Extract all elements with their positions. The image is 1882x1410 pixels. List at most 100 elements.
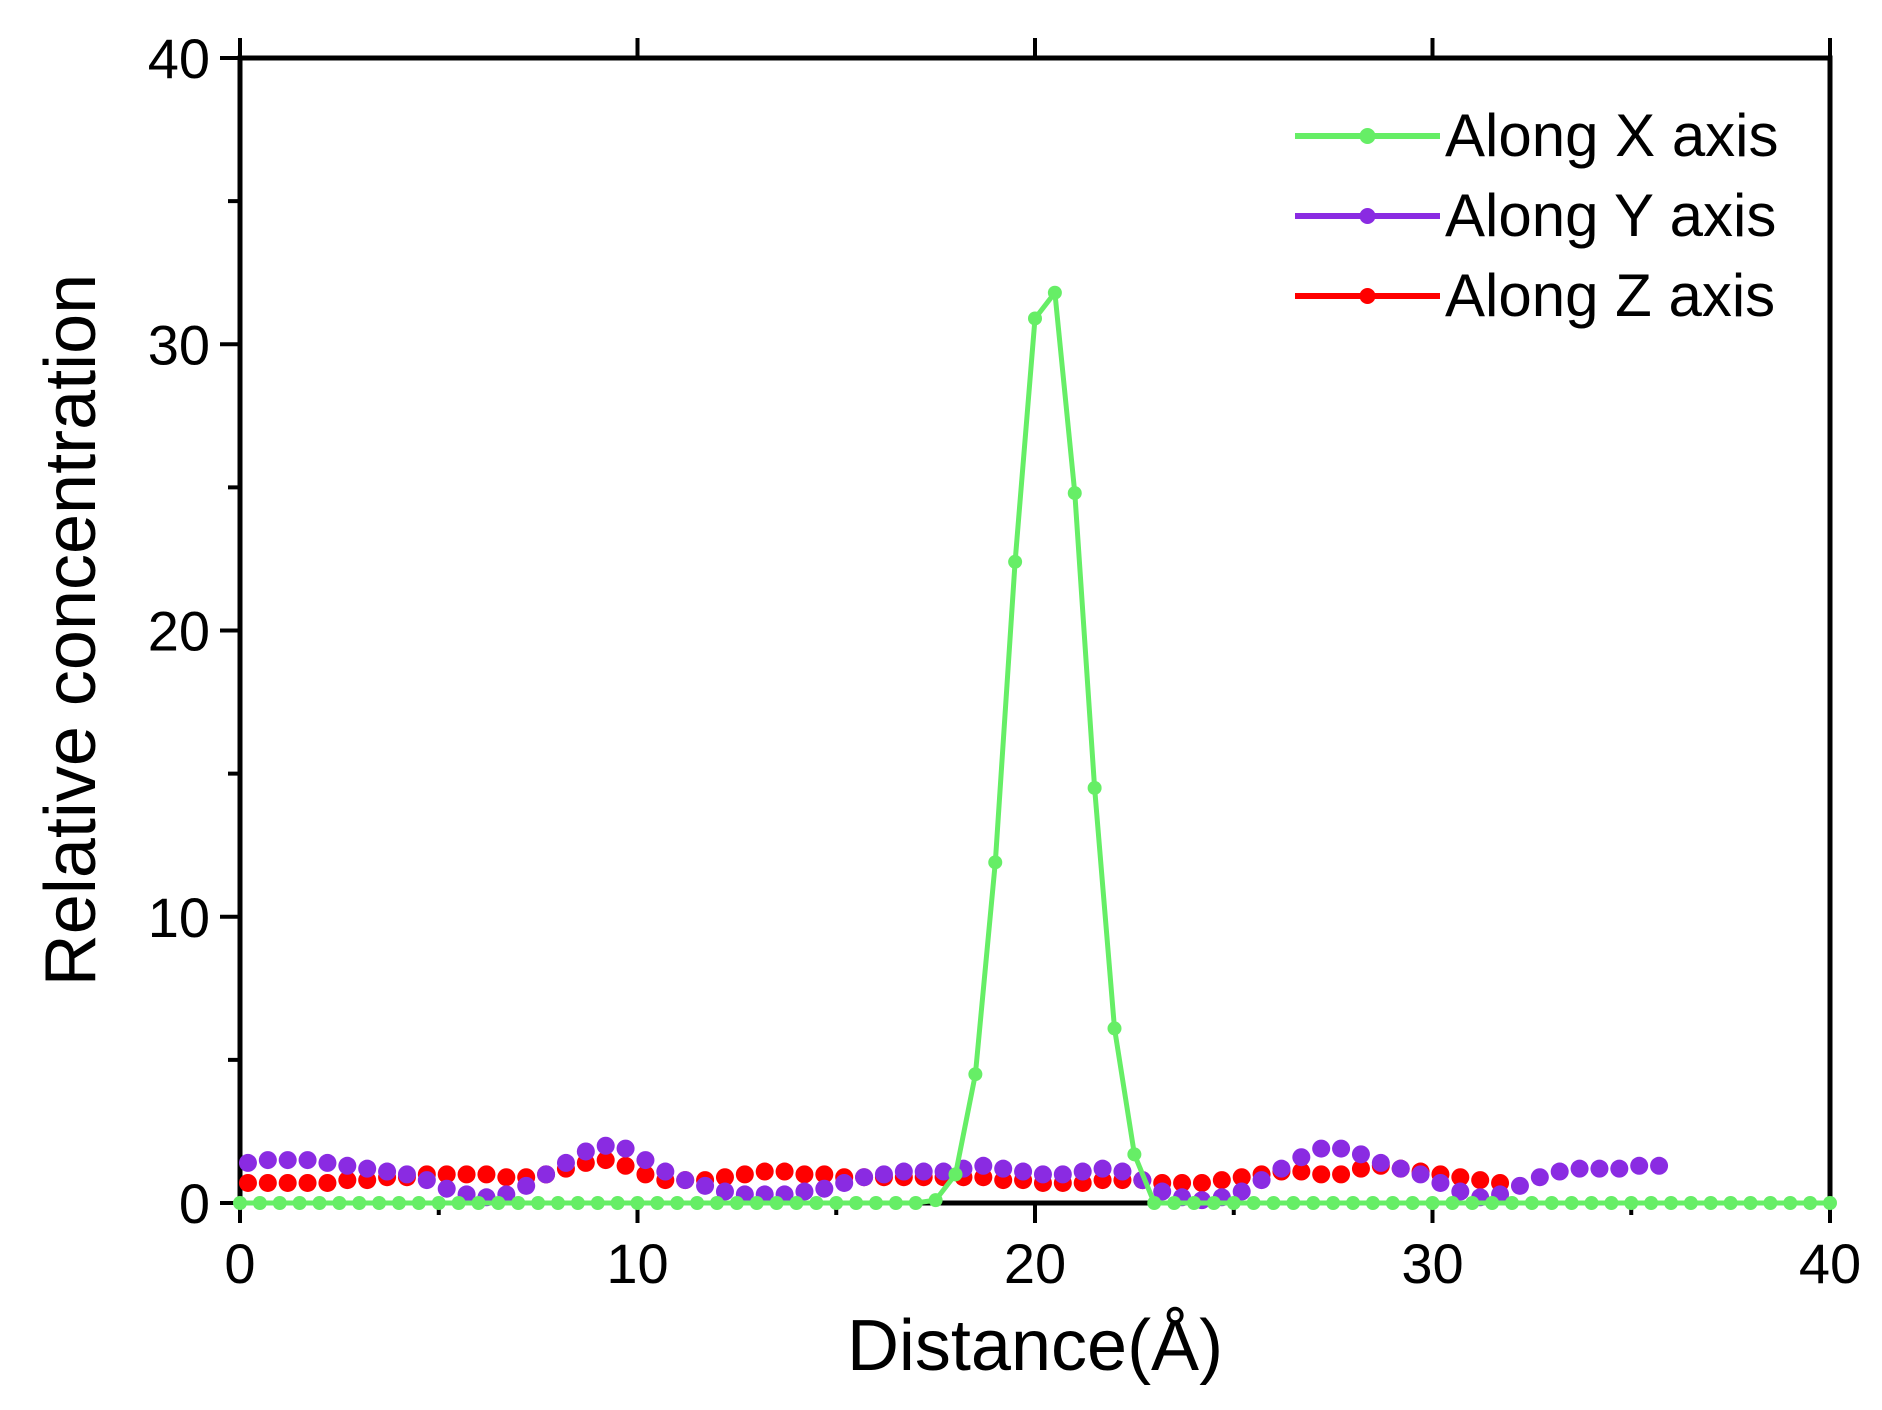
- data-point: [1431, 1173, 1450, 1192]
- data-point: [1232, 1168, 1251, 1187]
- x-tick-label: 0: [224, 1232, 255, 1295]
- data-point: [1624, 1196, 1639, 1210]
- data-point: [1093, 1159, 1112, 1178]
- data-point: [1471, 1171, 1490, 1190]
- data-point: [1312, 1139, 1331, 1158]
- data-point: [1173, 1173, 1192, 1192]
- data-point: [278, 1151, 297, 1170]
- x-tick-label: 20: [1004, 1232, 1066, 1295]
- data-point: [1505, 1196, 1519, 1210]
- data-point: [636, 1151, 655, 1170]
- data-point: [338, 1171, 357, 1190]
- data-point: [352, 1196, 367, 1210]
- data-point: [795, 1165, 814, 1184]
- data-point: [1246, 1196, 1261, 1210]
- data-point: [477, 1165, 496, 1184]
- data-point: [1212, 1171, 1231, 1190]
- data-point: [636, 1165, 655, 1184]
- data-point: [1232, 1182, 1251, 1201]
- data-point: [1033, 1165, 1052, 1184]
- data-point: [471, 1196, 486, 1210]
- legend-item: Along X axis: [1295, 102, 1779, 169]
- data-point: [1564, 1196, 1579, 1210]
- data-point: [1192, 1173, 1211, 1192]
- data-point: [968, 1067, 983, 1082]
- data-point: [1630, 1156, 1649, 1175]
- data-point: [1365, 1196, 1380, 1210]
- data-point: [829, 1196, 844, 1210]
- data-point: [551, 1196, 565, 1210]
- data-point: [1153, 1182, 1172, 1201]
- data-point: [934, 1162, 953, 1181]
- legend-marker: [1359, 208, 1376, 224]
- legend-item: Along Y axis: [1295, 182, 1776, 249]
- data-point: [1405, 1196, 1420, 1210]
- data-point: [411, 1196, 426, 1210]
- data-point: [735, 1165, 754, 1184]
- data-point: [1292, 1148, 1311, 1167]
- data-point: [312, 1196, 327, 1210]
- data-point: [795, 1182, 814, 1201]
- data-point: [1206, 1196, 1221, 1210]
- data-point: [1312, 1165, 1331, 1184]
- data-point: [710, 1196, 724, 1210]
- data-point: [815, 1179, 834, 1198]
- data-point: [1445, 1196, 1460, 1210]
- data-point: [1650, 1156, 1669, 1175]
- data-point: [1087, 780, 1102, 795]
- data-point: [1803, 1196, 1818, 1210]
- data-point: [1306, 1196, 1321, 1210]
- data-point: [610, 1196, 625, 1210]
- legend-item: Along Z axis: [1295, 262, 1775, 329]
- data-point: [1451, 1168, 1470, 1187]
- data-point: [1351, 1145, 1370, 1164]
- data-point: [1014, 1162, 1033, 1181]
- data-point: [1351, 1159, 1370, 1178]
- data-point: [491, 1196, 506, 1210]
- data-point: [775, 1162, 794, 1181]
- data-point: [517, 1176, 536, 1195]
- data-point: [437, 1179, 456, 1198]
- data-point: [1604, 1196, 1619, 1210]
- data-point: [537, 1165, 556, 1184]
- data-point: [318, 1173, 337, 1192]
- data-point: [994, 1159, 1013, 1178]
- data-point: [332, 1196, 347, 1210]
- data-point: [1411, 1165, 1430, 1184]
- data-point: [238, 1173, 257, 1192]
- data-point: [1763, 1196, 1778, 1210]
- data-point: [616, 1156, 635, 1175]
- data-point: [1187, 1196, 1201, 1210]
- x-tick-label: 30: [1401, 1232, 1463, 1295]
- data-point: [556, 1153, 575, 1172]
- data-point: [1127, 1147, 1142, 1162]
- data-point: [1067, 486, 1082, 501]
- data-point: [1530, 1168, 1549, 1187]
- series-line: [240, 290, 1830, 1206]
- data-point: [1584, 1196, 1599, 1210]
- data-point: [1590, 1159, 1609, 1178]
- y-tick-label: 10: [148, 886, 210, 949]
- data-point: [1028, 311, 1042, 326]
- data-point: [729, 1196, 744, 1210]
- data-point: [1425, 1196, 1440, 1210]
- data-point: [1683, 1196, 1698, 1210]
- data-point: [874, 1165, 893, 1184]
- axis-ticks: 0 10 20 30 40 0 10 20 30 40: [148, 27, 1861, 1295]
- legend: Along X axis Along Y axis Along Z axis: [1295, 102, 1779, 329]
- data-point: [1610, 1159, 1629, 1178]
- data-point: [914, 1162, 933, 1181]
- data-point: [1524, 1196, 1539, 1210]
- data-point: [908, 1196, 923, 1210]
- data-point: [1147, 1196, 1162, 1210]
- y-axis-title: Relative concentration: [31, 274, 111, 986]
- data-point: [888, 1196, 903, 1210]
- data-point: [1266, 1196, 1281, 1210]
- legend-marker: [1359, 288, 1376, 304]
- data-point: [948, 1167, 963, 1182]
- data-point: [1783, 1196, 1798, 1210]
- data-point: [397, 1165, 416, 1184]
- data-point: [769, 1196, 784, 1210]
- data-point: [1252, 1171, 1271, 1190]
